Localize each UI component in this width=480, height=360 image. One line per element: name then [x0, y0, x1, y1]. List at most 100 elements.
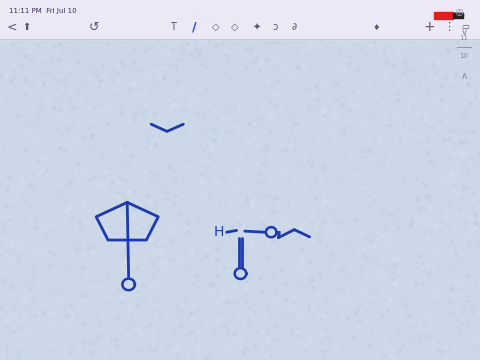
Point: [55, 138, 62, 144]
Point: [186, 197, 193, 203]
Point: [26, 269, 34, 275]
Point: [456, 127, 464, 133]
Point: [287, 332, 295, 338]
Point: [59, 294, 67, 300]
Point: [275, 111, 283, 117]
Point: [271, 81, 279, 86]
Point: [218, 174, 226, 180]
Point: [265, 109, 273, 114]
Point: [89, 350, 97, 355]
Point: [3, 203, 11, 209]
Point: [235, 212, 242, 217]
Point: [60, 258, 68, 264]
Point: [0, 165, 6, 170]
Point: [268, 293, 276, 299]
Point: [289, 194, 297, 200]
Point: [347, 180, 355, 186]
Point: [177, 323, 184, 329]
Point: [272, 154, 280, 160]
Point: [414, 215, 421, 220]
Point: [394, 226, 401, 232]
Point: [426, 333, 433, 339]
Point: [69, 72, 77, 78]
Point: [271, 287, 279, 293]
Point: [304, 284, 312, 290]
Point: [141, 324, 148, 330]
Point: [112, 222, 120, 228]
Point: [369, 309, 377, 315]
Point: [134, 179, 142, 185]
Point: [134, 293, 142, 298]
Point: [262, 59, 270, 65]
Point: [279, 78, 287, 84]
Point: [55, 287, 63, 293]
Point: [105, 281, 112, 287]
Point: [257, 268, 265, 274]
Point: [96, 320, 103, 326]
Point: [452, 258, 460, 264]
Point: [252, 96, 260, 102]
Point: [65, 234, 73, 240]
Point: [27, 40, 35, 46]
Point: [457, 51, 465, 57]
Point: [430, 283, 438, 289]
Point: [470, 212, 478, 218]
Point: [404, 67, 411, 72]
Point: [444, 217, 451, 222]
Point: [296, 308, 303, 314]
Point: [162, 108, 169, 114]
Point: [137, 45, 144, 51]
Point: [339, 319, 347, 325]
Point: [398, 291, 406, 297]
Point: [451, 57, 458, 63]
Point: [312, 83, 320, 89]
Point: [141, 325, 148, 331]
Point: [264, 351, 272, 357]
Point: [197, 306, 204, 312]
Point: [312, 202, 320, 208]
Point: [198, 168, 206, 174]
Point: [348, 226, 356, 232]
Point: [38, 48, 46, 54]
Point: [390, 130, 397, 135]
Point: [63, 184, 71, 190]
Point: [404, 54, 412, 59]
Point: [415, 194, 423, 199]
Point: [176, 131, 183, 137]
Point: [84, 273, 91, 278]
Point: [130, 82, 137, 87]
Point: [156, 103, 163, 108]
Point: [107, 188, 114, 193]
Point: [353, 278, 361, 284]
Point: [383, 122, 391, 128]
Point: [380, 95, 388, 101]
Point: [336, 309, 343, 314]
Point: [285, 57, 293, 63]
Point: [469, 227, 477, 233]
Point: [0, 155, 7, 161]
Point: [181, 250, 189, 256]
Point: [53, 279, 61, 285]
Point: [65, 205, 73, 211]
Point: [424, 91, 432, 96]
Point: [30, 262, 38, 268]
Point: [358, 148, 366, 154]
Point: [391, 76, 398, 82]
Point: [140, 143, 148, 148]
Point: [243, 237, 251, 243]
Point: [365, 152, 372, 158]
Point: [260, 222, 268, 228]
Point: [33, 305, 40, 310]
Point: [282, 276, 290, 282]
Point: [240, 223, 247, 229]
Point: [266, 122, 274, 127]
Point: [160, 158, 168, 164]
Point: [341, 355, 348, 360]
Point: [389, 63, 397, 69]
Point: [312, 226, 320, 232]
Point: [172, 130, 180, 136]
Point: [156, 269, 163, 275]
Point: [21, 148, 29, 154]
Point: [119, 143, 127, 149]
Point: [354, 67, 361, 72]
